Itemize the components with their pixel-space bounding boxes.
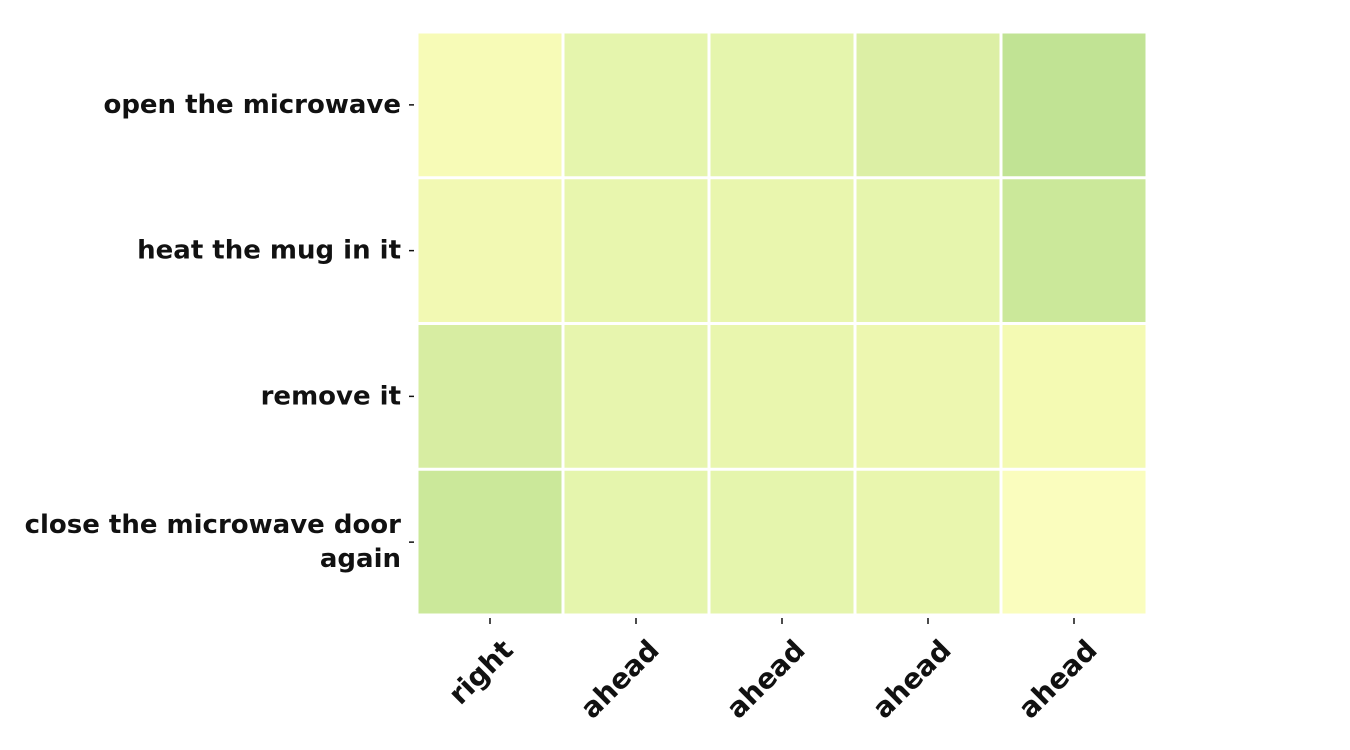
heatmap-cell-r1-c3 (856, 179, 1000, 322)
y-tick-label: open the microwave (103, 90, 401, 120)
heatmap-cell-r3-c3 (856, 470, 1000, 614)
heatmap-cell-r2-c2 (710, 325, 854, 468)
heatmap-cell-r2-c1 (564, 325, 708, 468)
heatmap-cell-r0-c4 (1002, 33, 1146, 177)
heatmap-cell-r0-c0 (418, 33, 562, 177)
y-tick-label: heat the mug in it (137, 236, 401, 266)
heatmap-cell-r1-c4 (1002, 179, 1146, 322)
x-tick-label: right (442, 633, 520, 711)
heatmap-cell-r2-c4 (1002, 325, 1146, 468)
heatmap-cell-r2-c0 (418, 325, 562, 468)
x-tick-label: ahead (1012, 633, 1104, 725)
y-tick-label: close the microwave door again (25, 510, 402, 574)
x-tick-label: ahead (866, 633, 958, 725)
heatmap-cell-r0-c2 (710, 33, 854, 177)
heatmap-cells (418, 33, 1146, 614)
heatmap-cell-r3-c0 (418, 470, 562, 614)
x-tick-label: ahead (574, 633, 666, 725)
heatmap-cell-r1-c0 (418, 179, 562, 322)
heatmap-cell-r2-c3 (856, 325, 1000, 468)
heatmap-cell-r0-c3 (856, 33, 1000, 177)
heatmap-cell-r3-c1 (564, 470, 708, 614)
heatmap-cell-r1-c1 (564, 179, 708, 322)
x-axis: right ahead ahead ahead ahead (442, 618, 1104, 725)
heatmap-cell-r3-c2 (710, 470, 854, 614)
heatmap-cell-r0-c1 (564, 33, 708, 177)
heatmap-cell-r1-c2 (710, 179, 854, 322)
y-axis: open the microwave heat the mug in it remo… (25, 90, 414, 574)
x-tick-label: ahead (720, 633, 812, 725)
y-tick-label: remove it (261, 381, 401, 411)
heatmap-cell-r3-c4 (1002, 470, 1146, 614)
